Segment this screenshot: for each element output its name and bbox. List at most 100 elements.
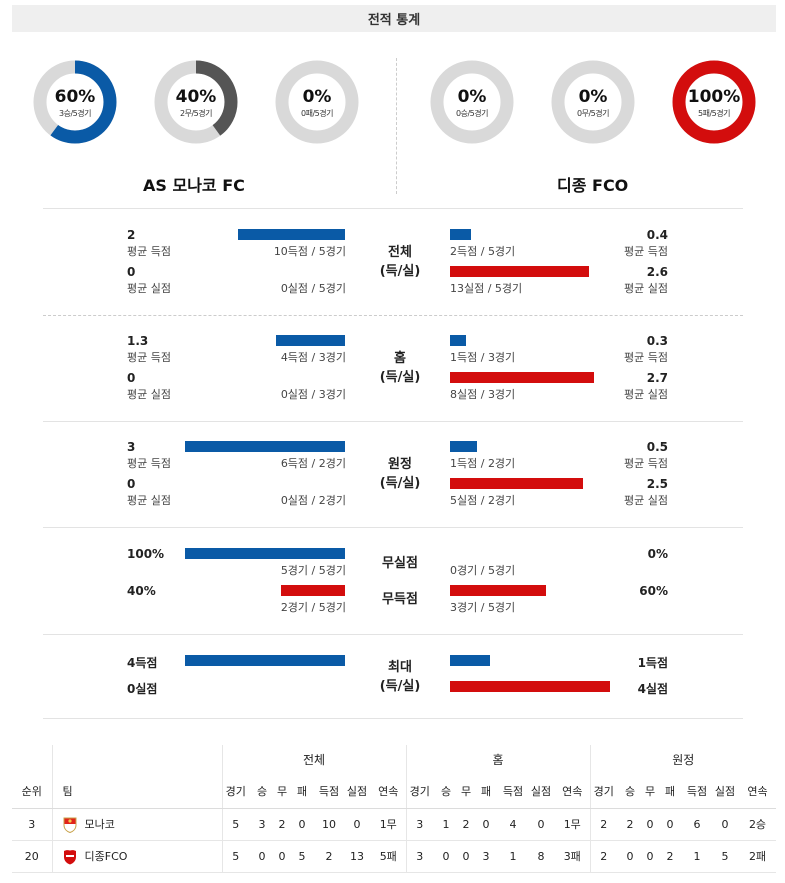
col-scored: 득점 bbox=[683, 774, 711, 809]
cell: 2 bbox=[459, 808, 473, 841]
max-label: 최대 (득/실) bbox=[370, 658, 430, 696]
home-avg-scored-label: 평균 득점 bbox=[127, 245, 171, 258]
standings-table: 전체 홈 원정 순위 팀 경기 승 무 패 득점 실점 연속 경기 승 무 패 득점 실점 연속 경기 승… bbox=[12, 745, 776, 873]
donut-record: 3승/5경기 bbox=[59, 109, 91, 118]
group-away: 원정 bbox=[672, 753, 695, 767]
col-games: 경기 bbox=[222, 774, 249, 809]
col-scored: 득점 bbox=[499, 774, 527, 809]
team-cell[interactable]: 디종FCO bbox=[52, 840, 223, 873]
cell: 5패 bbox=[371, 840, 407, 873]
donut-chart: 60% 3승/5경기 bbox=[33, 60, 117, 144]
home-avg-conceded-value: 0 bbox=[127, 371, 136, 385]
home-clean-sheet-value: 100% bbox=[127, 547, 165, 561]
col-win: 승 bbox=[617, 774, 643, 809]
cell: 5 bbox=[711, 840, 739, 873]
cell: 0 bbox=[643, 840, 657, 873]
away-scored-bar bbox=[450, 335, 466, 346]
away-avg-scored-label: 평균 득점 bbox=[624, 351, 668, 364]
cell: 3 bbox=[406, 840, 433, 873]
home-max-conceded: 0실점 bbox=[127, 682, 158, 696]
away-conceded-detail: 13실점 / 5경기 bbox=[450, 282, 523, 295]
donut-percent: 0% bbox=[457, 87, 487, 107]
cell: 1무 bbox=[371, 808, 407, 841]
home-scored-detail: 6득점 / 2경기 bbox=[280, 457, 346, 470]
donut-chart: 40% 2무/5경기 bbox=[154, 60, 238, 144]
home-conceded-detail: 0실점 / 5경기 bbox=[280, 282, 346, 295]
home-avg-conceded-label: 평균 실점 bbox=[127, 282, 171, 295]
section-sublabel: (득/실) bbox=[379, 476, 421, 491]
away-max-scored: 1득점 bbox=[637, 656, 668, 670]
away-avg-conceded-value: 2.7 bbox=[646, 371, 668, 385]
home-scored-detail: 10득점 / 5경기 bbox=[273, 245, 346, 258]
donut-track bbox=[275, 60, 359, 144]
donut-chart: 0% 0무/5경기 bbox=[551, 60, 635, 144]
col-draw: 무 bbox=[459, 774, 473, 809]
col-scored: 득점 bbox=[315, 774, 343, 809]
cell: 2 bbox=[590, 808, 617, 841]
cell: 2 bbox=[275, 808, 289, 841]
cell: 5 bbox=[222, 840, 249, 873]
cell: 5 bbox=[289, 840, 315, 873]
home-avg-scored-value: 1.3 bbox=[127, 334, 149, 348]
away-conceded-bar bbox=[450, 478, 583, 489]
donut-percent: 60% bbox=[54, 87, 96, 107]
section-label: 전체 bbox=[388, 245, 412, 260]
donut-record: 0패/5경기 bbox=[301, 109, 333, 118]
donut-record: 2무/5경기 bbox=[180, 109, 212, 118]
home-clean-sheet-bar bbox=[185, 548, 345, 559]
donut-chart: 0% 0패/5경기 bbox=[275, 60, 359, 144]
col-loss: 패 bbox=[289, 774, 315, 809]
away-avg-conceded-value: 2.6 bbox=[646, 265, 668, 279]
away-scored-detail: 1득점 / 3경기 bbox=[450, 351, 516, 364]
cell: 4 bbox=[499, 808, 527, 841]
donut-fill bbox=[33, 60, 117, 144]
away-avg-scored-value: 0.4 bbox=[646, 228, 668, 242]
donut-chart: 100% 5패/5경기 bbox=[672, 60, 756, 144]
standings-header-row: 순위 팀 경기 승 무 패 득점 실점 연속 경기 승 무 패 득점 실점 연속 경기 승 무 패 득점 실점 연속 bbox=[12, 774, 776, 809]
team-name: 모나코 bbox=[84, 817, 115, 831]
home-avg-conceded-label: 평균 실점 bbox=[127, 494, 171, 507]
home-team-name: AS 모나코 FC bbox=[143, 176, 245, 195]
col-loss: 패 bbox=[473, 774, 499, 809]
away-no-score-bar bbox=[450, 585, 546, 596]
away-avg-scored-label: 평균 득점 bbox=[624, 457, 668, 470]
home-avg-conceded-value: 0 bbox=[127, 265, 136, 279]
cell: 0 bbox=[527, 808, 555, 841]
away-avg-conceded-label: 평균 실점 bbox=[624, 494, 668, 507]
monaco-crest-icon bbox=[63, 817, 76, 833]
home-conceded-detail: 0실점 / 2경기 bbox=[280, 494, 346, 507]
donut-fill bbox=[672, 60, 756, 144]
donut-record: 5패/5경기 bbox=[698, 109, 730, 118]
cell: 1 bbox=[433, 808, 459, 841]
cell: 0 bbox=[289, 808, 315, 841]
team-cell[interactable]: 모나코 bbox=[52, 808, 223, 841]
dijon-crest-icon bbox=[63, 849, 76, 864]
col-loss: 패 bbox=[657, 774, 683, 809]
section-label: 원정 bbox=[388, 457, 412, 472]
cell: 2패 bbox=[739, 840, 776, 873]
col-win: 승 bbox=[249, 774, 275, 809]
home-avg-scored-value: 2 bbox=[127, 228, 136, 242]
home-scored-bar bbox=[238, 229, 345, 240]
home-no-score-value: 40% bbox=[127, 584, 156, 598]
cell: 2 bbox=[617, 808, 643, 841]
cell: 0 bbox=[433, 840, 459, 873]
home-no-score-bar bbox=[281, 585, 345, 596]
cell: 0 bbox=[343, 808, 371, 841]
donut-chart: 0% 0승/5경기 bbox=[430, 60, 514, 144]
home-avg-conceded-value: 0 bbox=[127, 477, 136, 491]
cell: 13 bbox=[343, 840, 371, 873]
away-no-score-detail: 3경기 / 5경기 bbox=[450, 601, 516, 614]
col-games: 경기 bbox=[406, 774, 433, 809]
away-conceded-detail: 5실점 / 2경기 bbox=[450, 494, 516, 507]
away-scored-bar bbox=[450, 229, 471, 240]
cell: 0 bbox=[249, 840, 275, 873]
donut-percent: 0% bbox=[578, 87, 608, 107]
max-label-line2: (득/실) bbox=[379, 679, 421, 694]
away-avg-scored-label: 평균 득점 bbox=[624, 245, 668, 258]
table-row: 20 디종FCO 5 0 0 5 2 13 5패 3 0 0 3 1 8 3패 2 0 0 2 1 5 2패 bbox=[12, 840, 776, 873]
group-home: 홈 bbox=[406, 745, 591, 774]
col-team: 팀 bbox=[52, 774, 223, 809]
cell: 0 bbox=[275, 840, 289, 873]
home-scored-bar bbox=[276, 335, 345, 346]
